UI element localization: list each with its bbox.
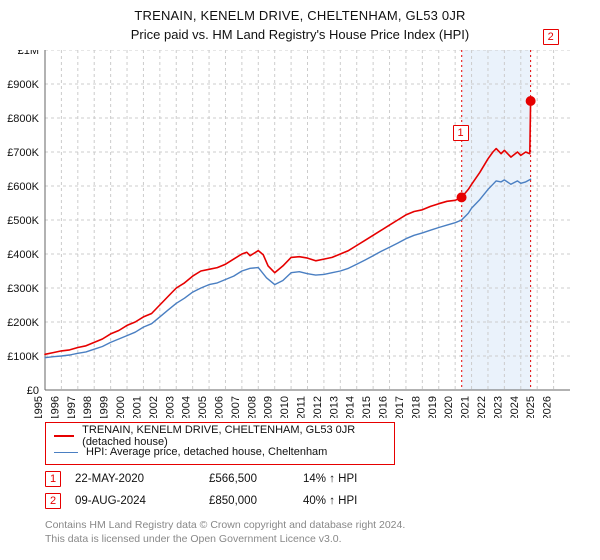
- svg-text:£200K: £200K: [7, 317, 39, 329]
- datapoint-badge-2: 2: [45, 493, 61, 509]
- datapoint-badge-1: 1: [45, 471, 61, 487]
- datapoint-date-2: 09-AUG-2024: [75, 495, 195, 507]
- svg-text:2010: 2010: [279, 396, 291, 418]
- svg-text:2024: 2024: [509, 396, 521, 418]
- svg-text:2022: 2022: [476, 396, 488, 418]
- svg-text:2004: 2004: [181, 396, 193, 418]
- svg-text:£900K: £900K: [7, 79, 39, 91]
- svg-text:2007: 2007: [230, 396, 242, 418]
- svg-text:2021: 2021: [460, 396, 472, 418]
- datapoint-delta-2: 40% ↑ HPI: [303, 495, 403, 507]
- datapoint-date-1: 22-MAY-2020: [75, 473, 195, 485]
- datapoint-rows: 1 22-MAY-2020 £566,500 14% ↑ HPI 2 09-AU…: [45, 468, 403, 512]
- svg-text:2025: 2025: [525, 396, 537, 418]
- svg-text:2013: 2013: [328, 396, 340, 418]
- svg-text:2009: 2009: [263, 396, 275, 418]
- svg-text:£100K: £100K: [7, 351, 39, 363]
- svg-text:£800K: £800K: [7, 113, 39, 125]
- svg-text:2000: 2000: [115, 396, 127, 418]
- svg-text:2016: 2016: [378, 396, 390, 418]
- svg-text:1998: 1998: [82, 396, 94, 418]
- footer-line-2: This data is licensed under the Open Gov…: [45, 532, 405, 546]
- svg-text:1995: 1995: [33, 396, 45, 418]
- svg-text:2019: 2019: [427, 396, 439, 418]
- datapoint-row-1: 1 22-MAY-2020 £566,500 14% ↑ HPI: [45, 468, 403, 490]
- legend-row-property: TRENAIN, KENELM DRIVE, CHELTENHAM, GL53 …: [54, 428, 386, 444]
- svg-text:£1M: £1M: [18, 50, 39, 57]
- svg-text:£400K: £400K: [7, 249, 39, 261]
- marker-badge-1: 1: [453, 125, 469, 141]
- svg-text:2017: 2017: [394, 396, 406, 418]
- svg-text:2026: 2026: [542, 396, 554, 418]
- datapoint-price-1: £566,500: [209, 473, 289, 485]
- chart-titles: TRENAIN, KENELM DRIVE, CHELTENHAM, GL53 …: [0, 0, 600, 42]
- title-address: TRENAIN, KENELM DRIVE, CHELTENHAM, GL53 …: [0, 8, 600, 23]
- marker-badge-2: 2: [543, 29, 559, 45]
- svg-text:1996: 1996: [49, 396, 61, 418]
- svg-text:£700K: £700K: [7, 147, 39, 159]
- legend-swatch-hpi: [54, 452, 78, 453]
- svg-text:2020: 2020: [443, 396, 455, 418]
- legend-label-property: TRENAIN, KENELM DRIVE, CHELTENHAM, GL53 …: [82, 424, 386, 448]
- svg-text:2015: 2015: [361, 396, 373, 418]
- footer: Contains HM Land Registry data © Crown c…: [45, 518, 405, 546]
- svg-text:2014: 2014: [345, 396, 357, 418]
- svg-text:2001: 2001: [131, 396, 143, 418]
- footer-line-1: Contains HM Land Registry data © Crown c…: [45, 518, 405, 532]
- svg-text:£0: £0: [27, 385, 39, 397]
- root: { "titles": { "line1": "TRENAIN, KENELM …: [0, 0, 600, 560]
- svg-text:2011: 2011: [296, 396, 308, 418]
- svg-text:2002: 2002: [148, 396, 160, 418]
- datapoint-price-2: £850,000: [209, 495, 289, 507]
- svg-text:1999: 1999: [99, 396, 111, 418]
- svg-text:2023: 2023: [492, 396, 504, 418]
- svg-text:1997: 1997: [66, 396, 78, 418]
- svg-text:2003: 2003: [164, 396, 176, 418]
- title-subtitle: Price paid vs. HM Land Registry's House …: [0, 27, 600, 42]
- datapoint-delta-1: 14% ↑ HPI: [303, 473, 403, 485]
- legend: TRENAIN, KENELM DRIVE, CHELTENHAM, GL53 …: [45, 422, 395, 465]
- svg-text:£500K: £500K: [7, 215, 39, 227]
- svg-text:2005: 2005: [197, 396, 209, 418]
- legend-swatch-property: [54, 435, 74, 437]
- svg-text:2008: 2008: [246, 396, 258, 418]
- svg-text:2012: 2012: [312, 396, 324, 418]
- chart-area: £0£100K£200K£300K£400K£500K£600K£700K£80…: [45, 50, 570, 420]
- svg-text:2018: 2018: [410, 396, 422, 418]
- svg-text:£300K: £300K: [7, 283, 39, 295]
- svg-text:£600K: £600K: [7, 181, 39, 193]
- legend-label-hpi: HPI: Average price, detached house, Chel…: [86, 446, 327, 458]
- svg-text:2006: 2006: [213, 396, 225, 418]
- datapoint-row-2: 2 09-AUG-2024 £850,000 40% ↑ HPI: [45, 490, 403, 512]
